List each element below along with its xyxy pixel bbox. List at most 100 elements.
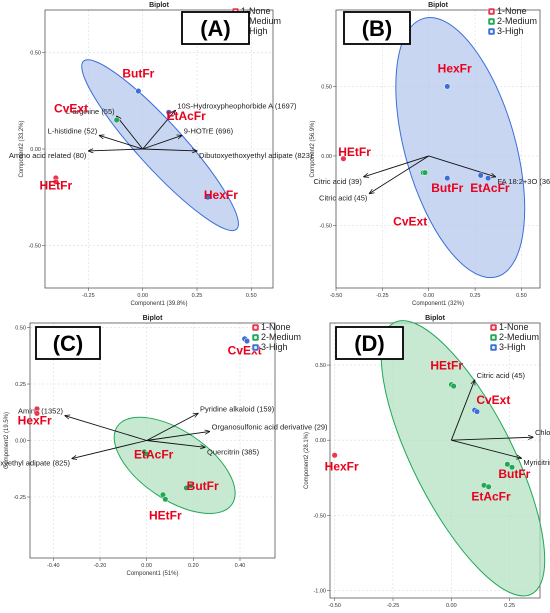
legend-swatch-dot <box>491 325 496 330</box>
loading-arrow <box>88 149 143 151</box>
legend-label: 1-None <box>497 6 527 16</box>
panel-label: (A) <box>200 16 231 41</box>
sample-points <box>33 335 251 503</box>
loading-arrow <box>369 155 429 194</box>
y-tick-label: 0.00 <box>321 154 332 160</box>
loading-label: Citric acid (45) <box>319 193 368 202</box>
y-axis-label: Component2 (19.5%) <box>4 412 10 469</box>
biplot-panel-b: -0.50 -0.25 0.00 0.25 0.50 -0.50 0.00 0.50 Biplo… <box>310 2 550 307</box>
y-tick-label: 0.00 <box>315 438 326 444</box>
loading-arrow <box>146 413 198 441</box>
y-tick-label: -1.00 <box>313 588 326 594</box>
sample-label: ButFr <box>187 479 219 493</box>
sample-label: CvExt <box>54 101 88 115</box>
data-point <box>165 109 172 116</box>
loading-label: Dibutoxyethoxyethyl adipate (823) <box>199 151 313 160</box>
loading-arrow <box>142 149 197 151</box>
data-point <box>340 155 347 162</box>
x-tick-label: 0.25 <box>504 603 515 608</box>
x-tick-label: 0.00 <box>141 563 152 569</box>
loading-arrow <box>451 439 521 458</box>
loading-vectors: Citric acid (45) Chlorogenic acid related… <box>450 371 550 467</box>
y-axis-label: Component2 (28.1%) <box>304 432 310 489</box>
loading-label: Chlorogenic acid related (145) <box>535 428 550 437</box>
data-point <box>485 175 492 182</box>
data-point <box>421 169 429 176</box>
loading-arrow <box>451 437 533 441</box>
legend-label: 2-Medium <box>499 332 539 342</box>
loading-label: Quercitrin (385) <box>207 447 260 456</box>
x-tick-label: -0.25 <box>376 293 389 299</box>
loading-label: L-histidine (52) <box>48 126 98 135</box>
panel-label-box <box>35 326 101 360</box>
plot-frame <box>329 322 541 599</box>
data-point <box>143 451 150 458</box>
loading-arrow <box>65 416 147 441</box>
sample-label: EtAcFr <box>134 448 174 462</box>
biplot-panel-d: -0.50 -0.25 0.00 0.25 -1.00 -0.50 0.00 0.50 Bipl… <box>304 315 550 613</box>
x-axis-label: Component1 (39.8%) <box>130 301 187 307</box>
legend-label: 1-None <box>241 6 271 16</box>
legend-swatch-dot <box>489 29 494 34</box>
data-point <box>444 175 451 182</box>
panel-label: (D) <box>354 331 385 356</box>
sample-label: ButFr <box>122 67 154 81</box>
x-tick-label: 0.50 <box>516 293 527 299</box>
panel-label-box <box>335 326 404 360</box>
y-tick-label: -0.50 <box>313 513 326 519</box>
legend-label: 2-Medium <box>241 16 281 26</box>
legend-label: 2-Medium <box>261 332 301 342</box>
x-tick-label: 0.00 <box>423 293 434 299</box>
x-tick-label: 0.50 <box>246 293 257 299</box>
loading-arrow <box>450 380 474 441</box>
x-tick-label: -0.40 <box>47 563 60 569</box>
legend-label: 3-High <box>497 26 524 36</box>
data-point <box>135 88 142 95</box>
legend-swatch-dot <box>491 335 496 340</box>
confidence-ellipse <box>81 59 239 232</box>
loading-arrow <box>428 155 496 177</box>
legend-label: 3-High <box>261 342 288 352</box>
sample-label: EtAcFr <box>166 109 206 123</box>
legend-swatch-dot <box>491 345 496 350</box>
y-tick-label: 0.50 <box>30 50 41 56</box>
legend-label: 3-High <box>499 342 526 352</box>
panel-label: (B) <box>362 16 393 41</box>
loading-arrow <box>142 135 182 150</box>
sample-label: EtAcFr <box>470 181 510 195</box>
sample-points <box>340 83 492 182</box>
y-tick-label: -0.50 <box>319 223 332 229</box>
biplot-panel-c: -0.40 -0.20 0.00 0.20 0.40 -0.25 0.00 0.25 0.50 B… <box>0 315 328 577</box>
loading-arrow <box>364 155 429 177</box>
loading-label: Citric acid (45) <box>477 371 526 380</box>
loading-label: 9-HOTrE (696) <box>184 126 234 135</box>
data-point <box>473 408 481 415</box>
data-point <box>52 178 59 185</box>
sample-points <box>331 381 516 490</box>
chart-title: Biplot <box>143 315 163 322</box>
sample-labels: HexFr HEtFr ButFr EtAcFr CvExt <box>338 62 510 229</box>
loading-label: FA 18:2+3O (360) <box>497 177 550 186</box>
loading-label: Amine (1352) <box>18 407 64 416</box>
biplot-panel-a: -0.25 0.00 0.25 0.50 -0.50 0.00 0.50 Biplot Comp… <box>9 2 313 307</box>
sample-label: ButFr <box>498 467 530 481</box>
y-tick-label: 0.25 <box>15 382 26 388</box>
legend-label: 1-None <box>261 322 291 332</box>
legend-swatch-dot <box>489 19 494 24</box>
data-point <box>450 383 457 390</box>
x-tick-label: -0.25 <box>387 603 400 608</box>
y-tick-label: 0.00 <box>15 439 26 445</box>
y-axis-label: Component2 (33.2%) <box>19 120 25 177</box>
sample-label: HEtFr <box>40 179 73 193</box>
sample-label: HexFr <box>18 414 52 428</box>
y-tick-label: 0.50 <box>321 84 332 90</box>
panel-label-box <box>343 11 411 45</box>
sample-labels: HEtFr CvExt HexFr ButFr EtAcFr <box>325 359 531 504</box>
loading-label: Dibutoxyethoxyethyl adipate (825) <box>0 459 70 468</box>
sample-label: EtAcFr <box>471 489 511 503</box>
data-point <box>444 83 451 90</box>
